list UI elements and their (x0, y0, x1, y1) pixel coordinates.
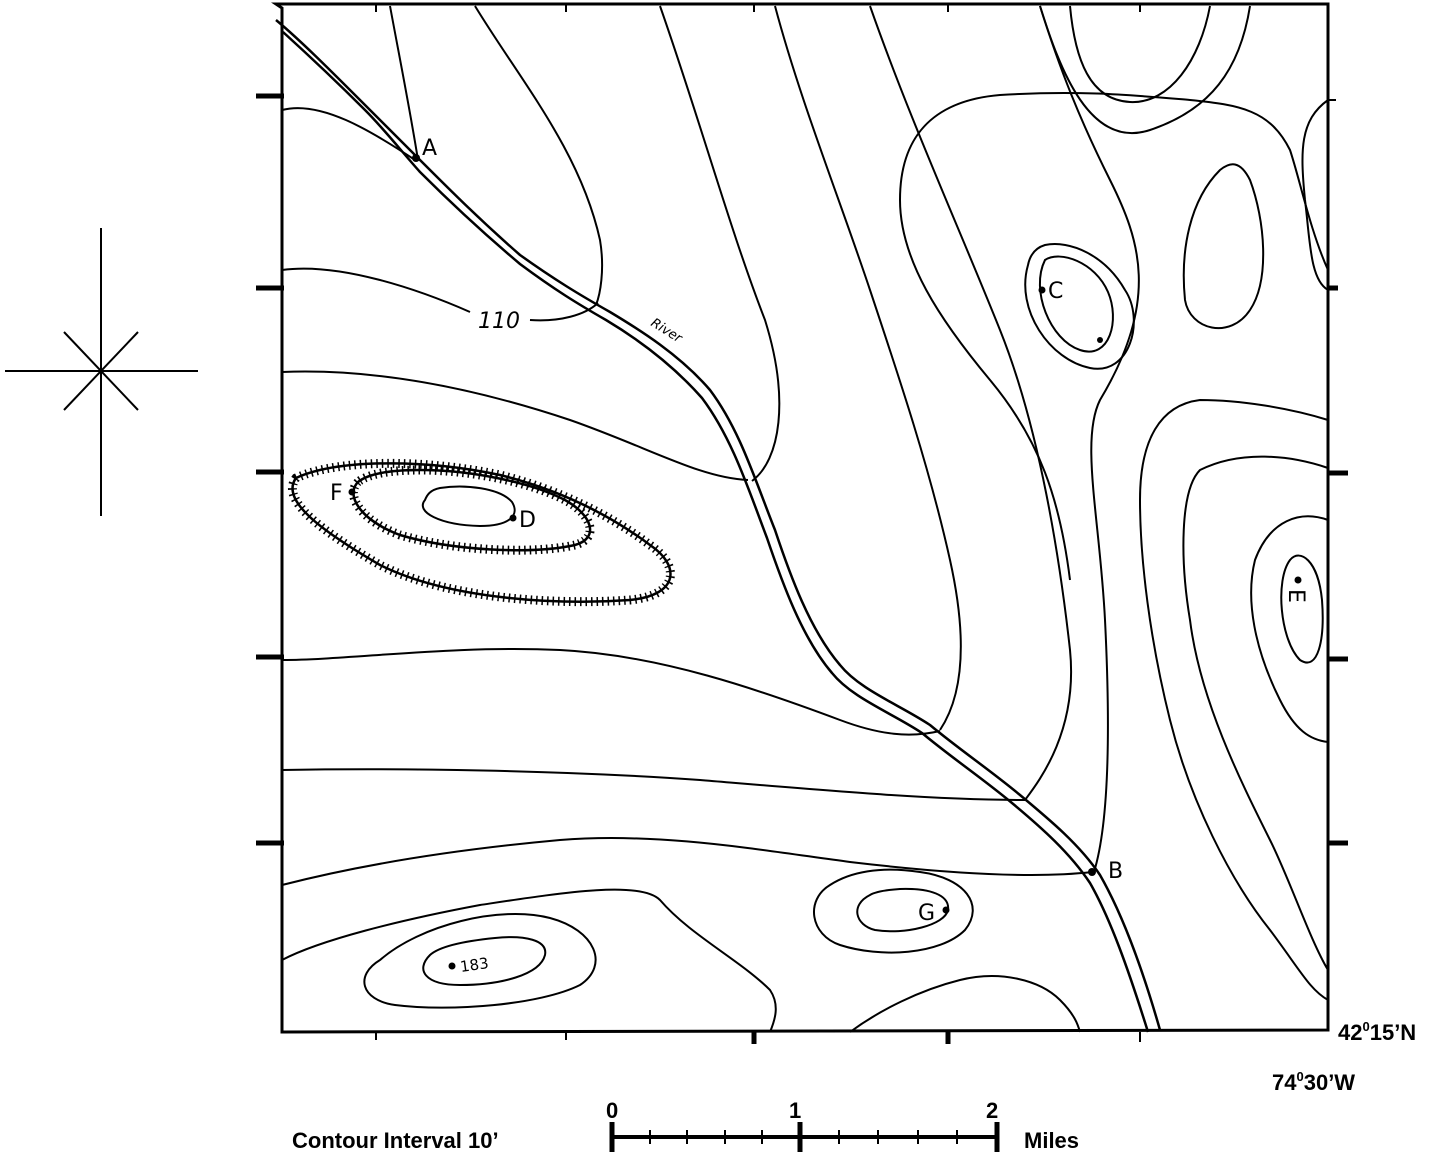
scale-tick-2: 2 (986, 1098, 998, 1123)
point-g-label: G (918, 901, 935, 926)
depression-contours (288, 458, 675, 607)
point-b-label: B (1108, 859, 1123, 884)
scale-tick-0: 0 (606, 1098, 618, 1123)
point-d-label: D (519, 508, 536, 533)
scale-tick-1: 1 (789, 1098, 801, 1123)
longitude-label: 74030’W (1272, 1069, 1355, 1095)
scale-unit-label: Miles (1024, 1128, 1079, 1153)
contour-interval-label: Contour Interval 10’ (292, 1128, 499, 1153)
point-f-label: F (330, 481, 343, 506)
point-e-label: E (1283, 589, 1308, 603)
contour-lines (281, 5, 1329, 1033)
svg-text:74030’W: 74030’W (1272, 1069, 1355, 1095)
spot-elevation-label: 183 (459, 954, 490, 976)
svg-text:42015’N: 42015’N (1338, 1019, 1416, 1045)
river (275, 19, 1162, 1033)
scale-bar: 0 1 2 Miles (606, 1098, 1079, 1153)
point-a-label: A (422, 136, 437, 161)
contour-label: 110 (478, 309, 520, 334)
point-c-label: C (1048, 279, 1063, 304)
point-markers (348, 154, 1302, 970)
map-frame (256, 2, 1348, 1044)
river-label: River (648, 316, 686, 347)
latitude-label: 42015’N (1338, 1019, 1416, 1045)
compass-rose-icon (5, 228, 198, 516)
